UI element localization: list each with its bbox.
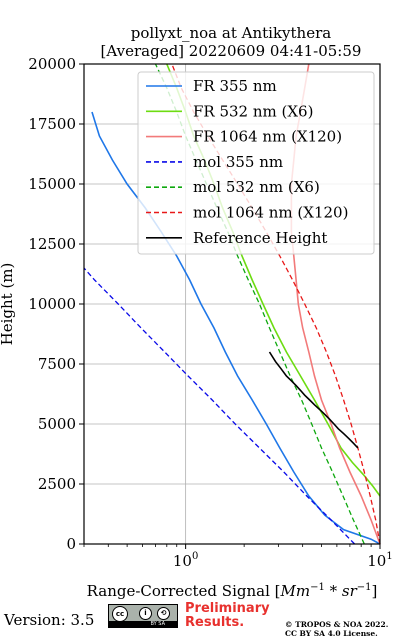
x-tick-label: 100: [173, 551, 198, 570]
legend-label: mol 1064 nm (X120): [193, 204, 348, 222]
legend-label: FR 1064 nm (X120): [193, 128, 342, 146]
legend-label: Reference Height: [193, 229, 327, 247]
cc-sa-icon: ⟲: [157, 607, 170, 620]
legend-label: mol 532 nm (X6): [193, 178, 320, 196]
cc-license-badge[interactable]: cc i ⟲ BY SA: [108, 604, 178, 628]
y-tick-label: 5000: [38, 415, 76, 433]
y-axis-label: Height (m): [0, 263, 16, 346]
legend-label: mol 355 nm: [193, 153, 283, 171]
copyright-line-1: © TROPOS & NOA 2022.: [285, 620, 389, 629]
y-tick-label: 20000: [28, 55, 76, 73]
y-tick-label: 10000: [28, 295, 76, 313]
legend-label: FR 355 nm: [193, 77, 277, 95]
cc-logo-icon: cc: [112, 606, 128, 622]
x-axis-label: Range-Corrected Signal [Mm−1 * sr−1]: [87, 582, 378, 600]
y-tick-label: 12500: [28, 235, 76, 253]
chart-title: pollyxt_noa at Antikythera: [131, 24, 331, 42]
copyright-line-2: CC BY SA 4.0 License.: [285, 629, 378, 638]
legend-box: [137, 71, 375, 255]
x-axis-ticks: 100 101: [83, 544, 393, 570]
legend: FR 355 nm FR 532 nm (X6) FR 1064 nm (X120)…: [137, 71, 375, 255]
cc-by-icon: i: [139, 607, 152, 620]
cc-icon-row: cc i ⟲: [109, 605, 177, 622]
y-tick-label: 0: [66, 535, 76, 553]
x-tick-label: 101: [367, 551, 392, 570]
y-axis-ticks: 0 2500 5000 7500 10000 12500 15000 17500 20000: [28, 55, 84, 553]
y-tick-label: 17500: [28, 115, 76, 133]
legend-label: FR 532 nm (X6): [193, 102, 313, 120]
y-tick-label: 15000: [28, 175, 76, 193]
version-label: Version: 3.5: [4, 611, 95, 629]
preliminary-line-1: Preliminary: [185, 601, 270, 616]
cc-strip-label: BY SA: [109, 621, 177, 627]
y-tick-label: 2500: [38, 475, 76, 493]
preliminary-line-2: Results.: [185, 615, 245, 630]
series-line: [268, 351, 359, 449]
series-line: [83, 267, 356, 545]
copyright-note: © TROPOS & NOA 2022. CC BY SA 4.0 Licens…: [285, 620, 388, 638]
chart-subtitle: [Averaged] 20220609 04:41-05:59: [101, 42, 362, 60]
preliminary-note: Preliminary Results.: [185, 602, 270, 630]
y-tick-label: 7500: [38, 355, 76, 373]
legend-items: FR 355 nm FR 532 nm (X6) FR 1064 nm (X120)…: [146, 77, 348, 247]
